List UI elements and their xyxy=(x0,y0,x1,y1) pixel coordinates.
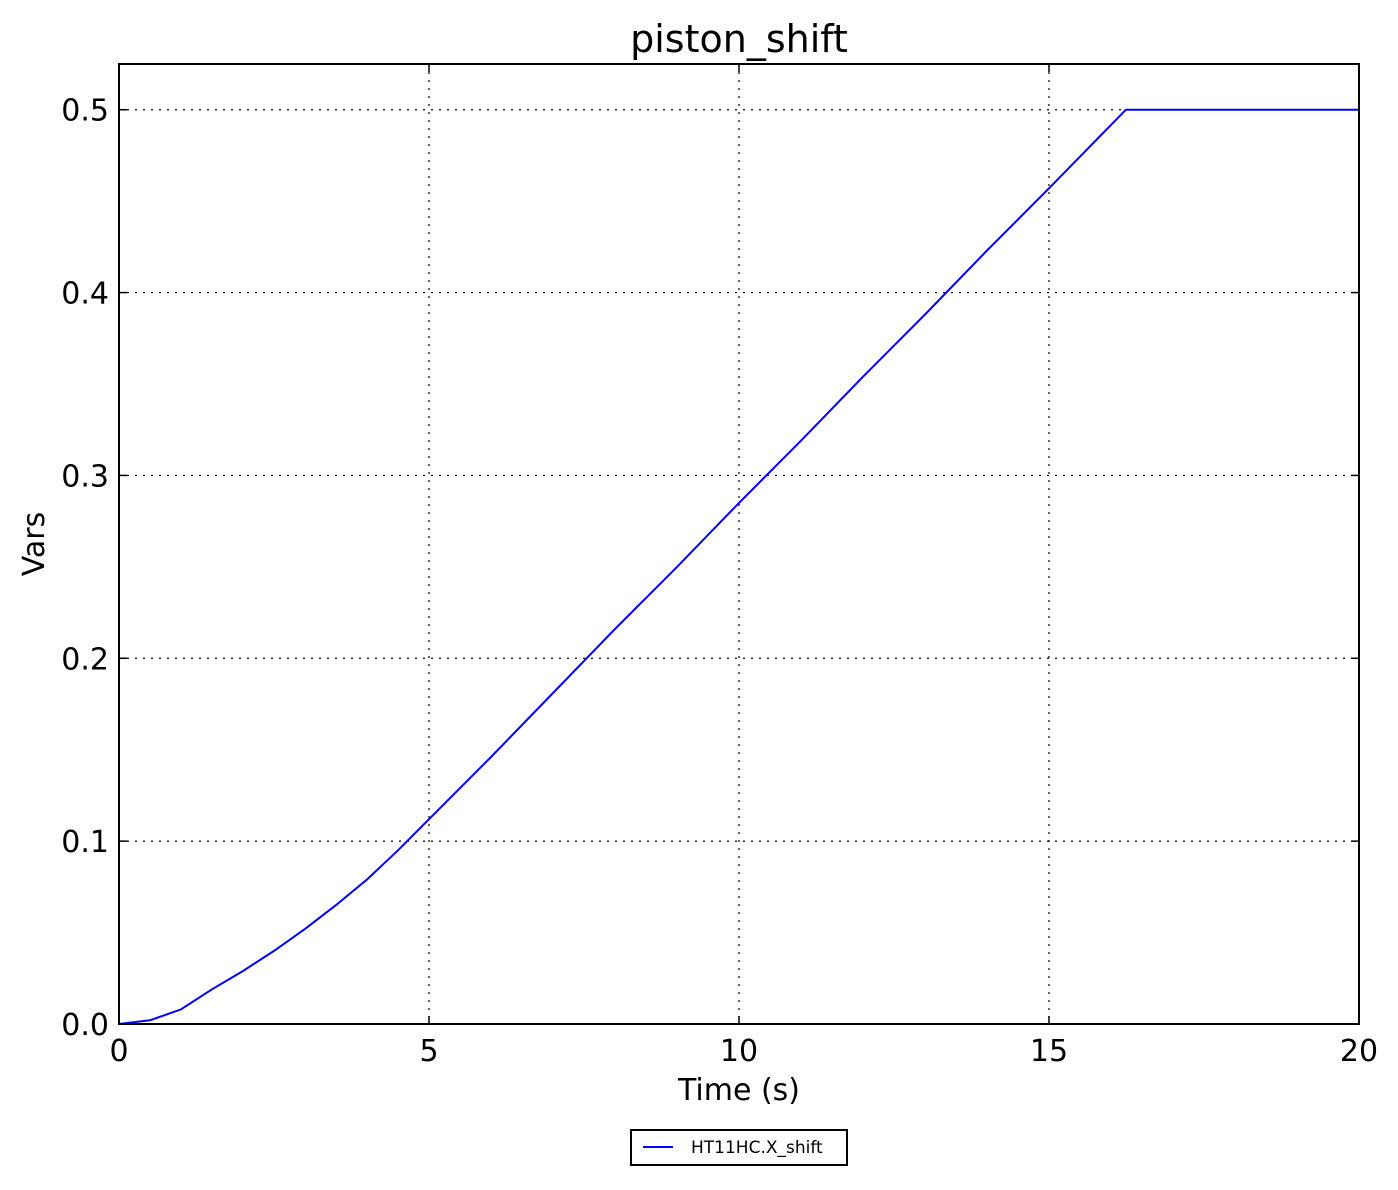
series-line xyxy=(118,108,1359,1025)
y-axis-label: Vars xyxy=(17,512,52,577)
grid xyxy=(119,64,1359,1024)
x-tick-label: 10 xyxy=(720,1034,758,1069)
legend: HT11HC.X_shift xyxy=(630,1129,848,1166)
x-tick-label: 20 xyxy=(1340,1034,1378,1069)
y-tick-label: 0.4 xyxy=(61,277,109,312)
x-tick-label: 0 xyxy=(109,1034,128,1069)
ticks: 0 5 10 15 20 0.0 0.1 0.2 0.3 0.4 0.5 xyxy=(61,64,1378,1069)
plot-frame xyxy=(118,63,1360,1025)
x-tick-label: 15 xyxy=(1030,1034,1068,1069)
y-tick-label: 0.2 xyxy=(61,642,109,677)
x-axis-label: Time (s) xyxy=(677,1073,800,1108)
y-tick-label: 0.5 xyxy=(61,94,109,129)
y-tick-label: 0.3 xyxy=(61,459,109,494)
y-tick-label: 0.0 xyxy=(61,1008,109,1043)
x-tick-label: 5 xyxy=(419,1034,438,1069)
legend-label: HT11HC.X_shift xyxy=(691,1138,823,1158)
chart-title: piston_shift xyxy=(630,17,848,61)
y-tick-label: 0.1 xyxy=(61,825,109,860)
